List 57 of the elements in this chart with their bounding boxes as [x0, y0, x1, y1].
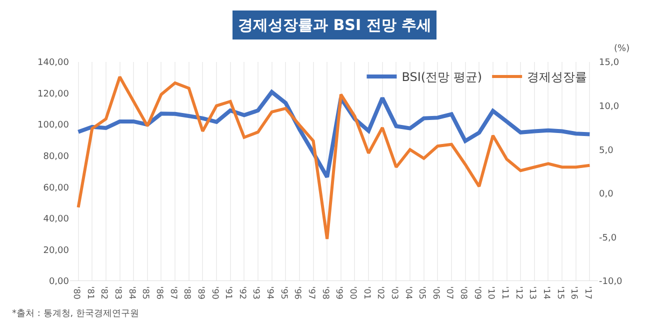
- x-tick-label: '02: [375, 286, 386, 300]
- y2-axis-title: (%): [614, 44, 630, 54]
- x-tick-label: '95: [278, 286, 288, 300]
- y-tick-label: 0,00: [48, 277, 70, 288]
- x-tick-label: '83: [112, 286, 123, 300]
- x-tick-label: '93: [250, 286, 261, 300]
- x-tick-label: '94: [264, 286, 275, 300]
- y2-tick-label: 15,0: [599, 58, 620, 68]
- y-tick-label: 140,00: [38, 58, 70, 68]
- y-tick-label: 40,00: [43, 214, 70, 225]
- x-tick-label: '03: [388, 286, 399, 300]
- x-tick-label: '81: [84, 286, 95, 300]
- legend-label: 경제성장률: [527, 70, 588, 84]
- y2-tick-label: -5,0: [599, 233, 617, 244]
- x-tick-label: '00: [347, 286, 358, 300]
- x-tick-label: '04: [402, 286, 413, 300]
- x-tick-label: '14: [540, 286, 551, 300]
- y2-tick-label: 5,0: [599, 146, 614, 156]
- x-tick-label: '08: [458, 286, 468, 300]
- legend-label: BSI(전망 평균): [402, 70, 482, 84]
- x-tick-label: '12: [513, 286, 524, 300]
- x-tick-label: '82: [98, 286, 109, 300]
- y2-tick-label: -10,0: [599, 277, 623, 288]
- x-tick-label: '11: [500, 286, 510, 300]
- y-tick-label: 20,00: [43, 246, 70, 256]
- x-tick-label: '06: [430, 286, 440, 300]
- x-tick-label: '99: [334, 286, 344, 300]
- x-tick-label: '01: [361, 286, 372, 300]
- y-tick-label: 60,00: [43, 183, 70, 194]
- chart-title: 경제성장률과 BSI 전망 추세: [238, 16, 432, 34]
- x-tick-label: '98: [320, 286, 330, 300]
- x-tick-label: '05: [416, 286, 427, 300]
- x-tick-label: '85: [140, 286, 150, 300]
- y-tick-label: 120,00: [38, 89, 70, 100]
- x-tick-label: '13: [527, 286, 538, 300]
- text: *출처 : 통계청, 한국경제연구원: [12, 309, 139, 319]
- x-tick-label: '89: [195, 286, 206, 300]
- y-tick-label: 100,00: [38, 120, 70, 131]
- y-tick-label: 80,00: [43, 152, 70, 162]
- x-tick-label: '15: [554, 286, 565, 300]
- x-tick-label: '86: [154, 286, 164, 300]
- x-tick-label: '09: [472, 286, 482, 300]
- x-tick-label: '84: [126, 286, 136, 300]
- x-tick-label: '10: [486, 286, 496, 300]
- x-tick-label: '90: [209, 286, 220, 300]
- x-tick-label: '92: [236, 286, 247, 300]
- x-tick-label: '97: [306, 286, 316, 300]
- x-tick-label: '91: [223, 286, 234, 300]
- x-tick-label: '17: [582, 286, 592, 300]
- x-tick-label: '07: [444, 286, 454, 300]
- x-tick-label: '80: [71, 286, 82, 300]
- x-tick-label: '16: [568, 286, 579, 300]
- x-tick-label: '87: [168, 286, 178, 300]
- x-tick-label: '88: [182, 286, 192, 300]
- x-tick-label: '96: [292, 286, 302, 300]
- y2-tick-label: 0,0: [599, 190, 614, 200]
- y2-tick-label: 10,0: [599, 102, 620, 112]
